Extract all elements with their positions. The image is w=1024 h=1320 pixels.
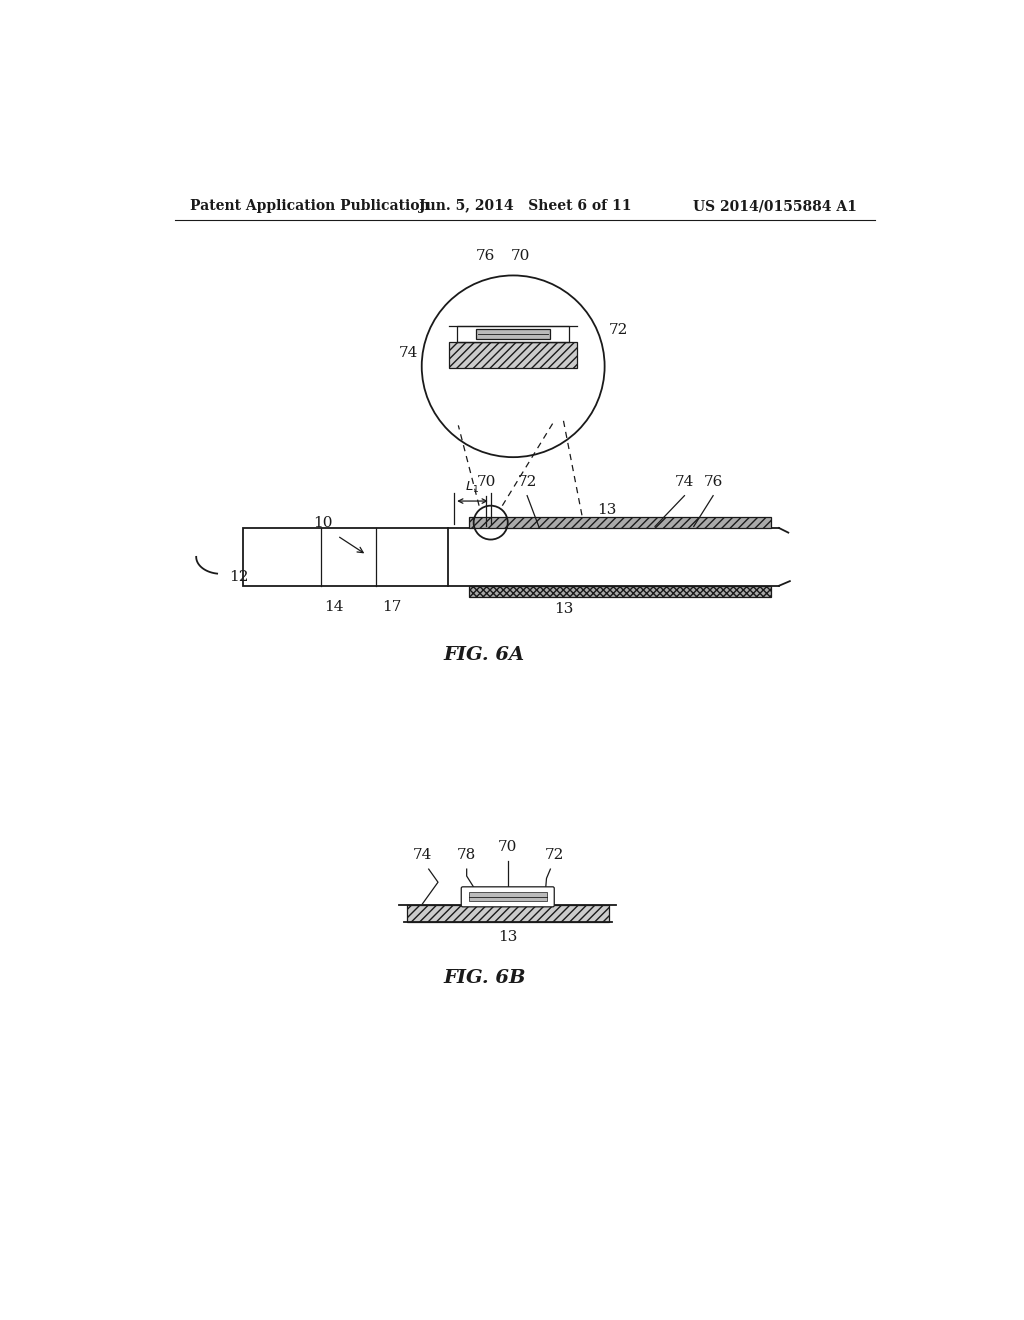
Bar: [476, 329, 550, 339]
Text: 78: 78: [457, 849, 476, 862]
Bar: [469, 586, 771, 597]
Text: 76: 76: [703, 475, 723, 488]
Bar: [469, 892, 547, 900]
Text: 72: 72: [545, 849, 564, 862]
Bar: [469, 517, 771, 528]
Text: Patent Application Publication: Patent Application Publication: [190, 199, 430, 213]
Text: 74: 74: [398, 346, 418, 359]
Text: FIG. 6A: FIG. 6A: [444, 645, 525, 664]
Text: 72: 72: [608, 323, 628, 337]
Text: 76: 76: [476, 249, 496, 263]
Text: Jun. 5, 2014   Sheet 6 of 11: Jun. 5, 2014 Sheet 6 of 11: [419, 199, 631, 213]
Text: 13: 13: [498, 929, 517, 944]
Text: 70: 70: [476, 475, 496, 488]
Text: 10: 10: [313, 516, 333, 531]
Text: 17: 17: [382, 599, 401, 614]
Text: 72: 72: [517, 475, 537, 488]
Text: 12: 12: [229, 569, 249, 583]
Text: 13: 13: [554, 602, 573, 616]
Text: 70: 70: [498, 841, 517, 854]
Text: FIG. 6B: FIG. 6B: [443, 969, 525, 987]
Text: 14: 14: [324, 599, 343, 614]
Bar: [457, 326, 569, 342]
Text: 13: 13: [597, 503, 616, 517]
Bar: [450, 342, 578, 368]
Text: US 2014/0155884 A1: US 2014/0155884 A1: [692, 199, 856, 213]
Text: $L_1$: $L_1$: [465, 479, 479, 495]
FancyBboxPatch shape: [461, 887, 554, 907]
Text: 74: 74: [413, 849, 432, 862]
Bar: [243, 528, 449, 586]
Text: 70: 70: [511, 249, 530, 263]
Text: 74: 74: [675, 475, 694, 488]
Bar: [407, 906, 608, 923]
